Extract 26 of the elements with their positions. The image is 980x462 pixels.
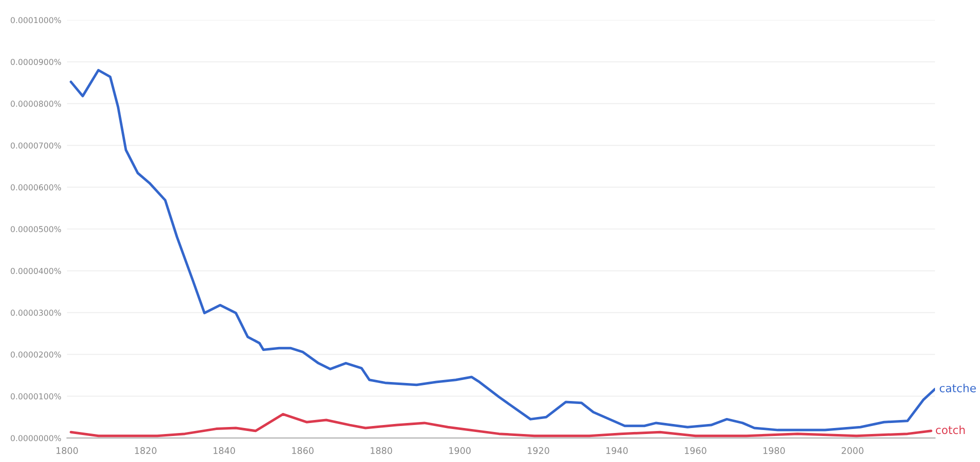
y-tick-label: 0.0000000% [10, 435, 61, 442]
x-tick-label: 1800 [56, 447, 78, 454]
y-tick-label: 0.0001000% [10, 17, 61, 24]
y-tick-label: 0.0000300% [10, 310, 61, 316]
line-series [70, 68, 935, 432]
x-tick-label: 1940 [606, 447, 628, 454]
series-label: cotch [936, 426, 965, 434]
x-tick-label: 1960 [684, 447, 706, 454]
y-tick-label: 0.0000400% [10, 268, 61, 274]
line-series [70, 412, 932, 438]
y-tick-label: 0.0000200% [10, 351, 61, 358]
x-tick-label: 1860 [292, 447, 314, 454]
y-tick-label: 0.0000800% [10, 100, 61, 107]
y-tick-label: 0.0000500% [10, 226, 61, 232]
y-tick-label: 0.0000900% [10, 58, 61, 65]
x-tick-label: 1920 [528, 447, 550, 454]
x-tick-label: 1900 [449, 447, 471, 454]
y-tick-label: 0.0000100% [10, 393, 61, 400]
x-tick-label: 1840 [214, 447, 235, 454]
y-tick-label: 0.0000600% [10, 184, 61, 190]
y-tick-label: 0.0000700% [10, 142, 61, 149]
x-tick-label: 1880 [370, 447, 392, 454]
series-label: catche [940, 384, 976, 392]
x-tick-label: 1980 [763, 447, 785, 454]
x-tick-label: 1820 [135, 447, 156, 454]
x-tick-label: 2000 [842, 447, 864, 454]
